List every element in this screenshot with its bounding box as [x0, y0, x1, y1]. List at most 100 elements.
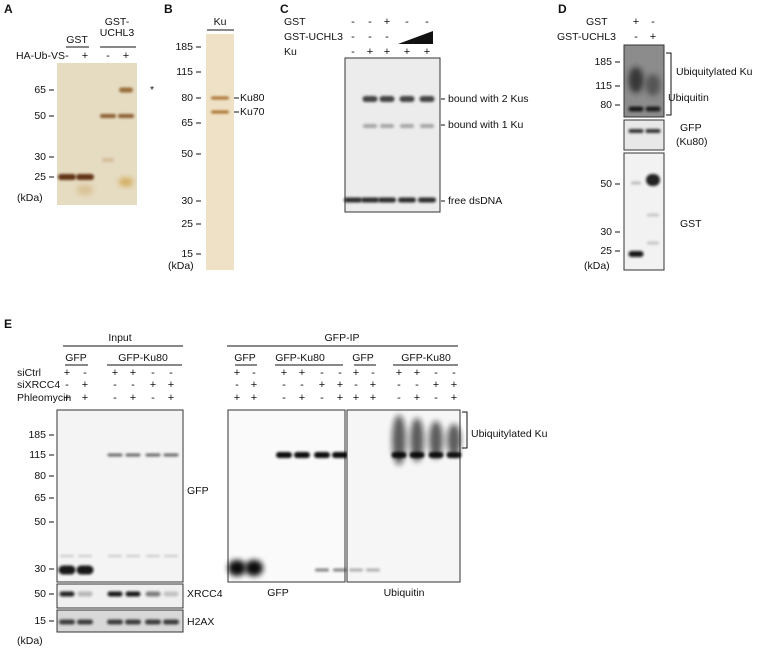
sign: -: [282, 392, 286, 404]
sign: -: [252, 367, 256, 379]
band: [628, 106, 644, 112]
sign: +: [633, 16, 639, 28]
band: [126, 555, 140, 557]
row-label: HA-Ub-VS: [16, 50, 65, 62]
sign: +: [112, 367, 118, 379]
band: [77, 619, 93, 625]
sign: -: [397, 379, 401, 391]
group-label: GFP: [352, 352, 374, 364]
row-label: siCtrl: [17, 367, 41, 379]
band: [366, 568, 380, 572]
band: [645, 129, 661, 133]
sign: +: [367, 46, 373, 58]
panel-label: B: [164, 2, 173, 16]
band-label: free dsDNA: [448, 195, 502, 207]
band: [314, 452, 330, 458]
blot-label: GFP: [187, 485, 209, 497]
band: [102, 158, 114, 162]
sign: +: [82, 392, 88, 404]
sign: -: [320, 367, 324, 379]
sign: +: [319, 379, 325, 391]
gradient-wedge: [398, 31, 433, 44]
band: [420, 124, 434, 128]
sign: -: [106, 50, 110, 62]
sign: +: [353, 392, 359, 404]
row-label: Ku: [284, 46, 297, 58]
band: [645, 106, 661, 112]
marker-label: 80: [600, 99, 612, 111]
band: [409, 452, 425, 458]
annotation: *: [150, 84, 154, 96]
band: [60, 555, 74, 557]
group-label: GFP: [234, 352, 256, 364]
sign: -: [425, 16, 429, 28]
band: [76, 174, 94, 180]
sign: +: [650, 31, 656, 43]
sign: -: [371, 367, 375, 379]
sign: +: [384, 16, 390, 28]
sign: +: [168, 379, 174, 391]
blot-label: Ubiquitylated Ku: [676, 66, 753, 78]
marker-label: 50: [34, 110, 46, 122]
blot-label: XRCC4: [187, 588, 223, 600]
marker-label: 50: [600, 178, 612, 190]
band: [100, 114, 116, 118]
band: [145, 619, 161, 625]
sign: -: [113, 379, 117, 391]
sign: -: [300, 379, 304, 391]
marker-label: 30: [34, 151, 46, 163]
band: [125, 591, 141, 597]
blot-label: Ubiquitin: [384, 587, 425, 599]
sign: -: [235, 379, 239, 391]
blot-label: GFP: [680, 122, 702, 134]
sign: +: [130, 392, 136, 404]
sign: -: [415, 379, 419, 391]
band: [228, 560, 246, 576]
sign: +: [451, 392, 457, 404]
band-label: Ku80: [240, 92, 265, 104]
band: [107, 619, 123, 625]
band: [77, 591, 93, 597]
group-label: GFP-Ku80: [118, 352, 168, 364]
band: [332, 452, 348, 458]
sign: +: [130, 367, 136, 379]
row-label: siXRCC4: [17, 379, 60, 391]
band: [646, 174, 660, 186]
lane-label: Ku: [214, 16, 227, 28]
gel: [227, 409, 346, 583]
blot-label: H2AX: [187, 616, 214, 628]
sign: -: [151, 392, 155, 404]
sign: +: [414, 392, 420, 404]
band: [410, 418, 424, 462]
band: [400, 124, 414, 128]
bracket: [462, 411, 468, 449]
sign: -: [151, 367, 155, 379]
sign: -: [169, 367, 173, 379]
group-label: GST: [66, 34, 88, 46]
band: [631, 181, 641, 185]
row-label: GST: [586, 16, 608, 28]
sign: -: [634, 31, 638, 43]
band: [294, 452, 310, 458]
bracket: [666, 52, 672, 116]
band: [276, 452, 292, 458]
sign: +: [451, 379, 457, 391]
group-label: GST-: [105, 16, 130, 28]
band: [145, 453, 161, 457]
sign: -: [434, 392, 438, 404]
band: [446, 452, 462, 458]
sign: +: [299, 367, 305, 379]
band: [58, 174, 76, 180]
band: [125, 619, 141, 625]
group-label: GFP-Ku80: [401, 352, 451, 364]
marker-label: 50: [34, 588, 46, 600]
row-label: GST: [284, 16, 306, 28]
band: [628, 67, 644, 93]
band: [78, 555, 92, 557]
gel: [206, 34, 234, 270]
blot-label: Ubiquitin: [668, 92, 709, 104]
sign: +: [234, 392, 240, 404]
band: [647, 213, 659, 217]
gel: [56, 409, 184, 583]
